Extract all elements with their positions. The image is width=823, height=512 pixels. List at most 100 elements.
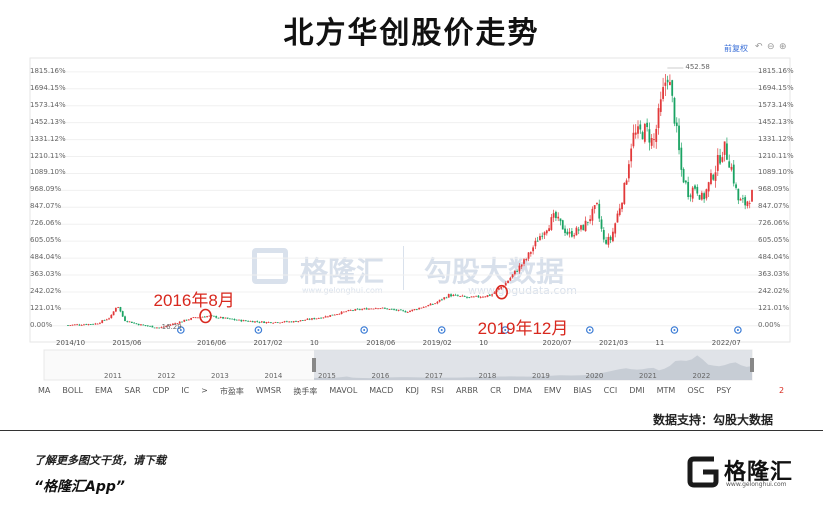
indicator-tab[interactable]: MA: [38, 386, 51, 395]
navigator-year-label: 2016: [371, 372, 390, 380]
candle-body: [472, 296, 475, 298]
candle-body: [593, 205, 596, 210]
candle-body: [365, 308, 368, 310]
candle-body: [251, 321, 254, 323]
y-tick-label-right: 1331.12%: [758, 134, 794, 143]
indicator-tab[interactable]: CDP: [152, 386, 170, 395]
candle-body: [379, 308, 382, 310]
candle-body: [687, 181, 690, 198]
candle-body: [174, 323, 177, 325]
candle-body: [292, 321, 295, 323]
candle-body: [144, 325, 147, 326]
candle-body: [240, 319, 243, 322]
candle-body: [536, 240, 539, 242]
candle-body: [254, 321, 256, 323]
candle-body: [726, 143, 728, 160]
indicator-page[interactable]: 2: [779, 386, 785, 395]
candle-body: [331, 314, 334, 316]
indicator-tab[interactable]: PSY: [716, 386, 732, 395]
candle-body: [142, 324, 145, 326]
candle-body: [441, 299, 443, 301]
candle-body: [85, 324, 88, 325]
candle-body: [689, 195, 692, 197]
stock-price-chart[interactable]: [0, 0, 823, 386]
candle-body: [233, 318, 236, 320]
indicator-tab[interactable]: 换手率: [293, 387, 318, 396]
candle-body: [140, 324, 142, 326]
candle-body: [158, 327, 161, 329]
candle-body: [463, 295, 466, 297]
event-marker-dot: [673, 329, 676, 331]
min-value-label: 16.29: [161, 323, 182, 331]
add-icon[interactable]: ⊕: [779, 42, 787, 52]
candle-body: [128, 321, 131, 323]
candle-body: [737, 188, 740, 201]
y-tick-label-left: 605.05%: [30, 236, 62, 245]
x-tick-label: 2017/02: [253, 339, 283, 347]
candle-body: [705, 189, 708, 199]
candle-body: [153, 327, 156, 329]
indicator-tab[interactable]: >: [201, 386, 208, 395]
candle-body: [659, 99, 662, 112]
indicator-tab[interactable]: BOLL: [62, 386, 83, 395]
candle-body: [732, 164, 735, 184]
event-marker-icon: [586, 326, 594, 334]
candle-body: [447, 294, 450, 298]
candle-body: [267, 322, 270, 323]
candle-body: [409, 310, 411, 313]
indicator-tab[interactable]: ARBR: [456, 386, 479, 395]
candle-body: [160, 327, 163, 328]
candle-body: [678, 125, 680, 151]
indicator-tab[interactable]: EMV: [543, 386, 562, 395]
candle-body: [274, 322, 277, 323]
indicator-tab[interactable]: WMSR: [255, 386, 282, 395]
candle-body: [194, 317, 197, 319]
candle-body: [466, 296, 468, 298]
indicator-tab[interactable]: SAR: [124, 386, 141, 395]
candle-body: [390, 308, 393, 310]
candle-body: [675, 122, 678, 127]
candle-body: [69, 325, 72, 326]
indicator-tab[interactable]: IC: [181, 386, 190, 395]
event-marker-dot: [363, 329, 366, 331]
indicator-tab[interactable]: 市盈率: [219, 387, 244, 396]
candle-body: [263, 321, 265, 324]
y-tick-label-right: 121.01%: [758, 303, 790, 312]
undo-icon[interactable]: ↶: [755, 42, 763, 52]
indicator-tab[interactable]: MTM: [656, 386, 676, 395]
candle-body: [133, 322, 136, 324]
indicator-tab[interactable]: BIAS: [573, 386, 592, 395]
indicator-tab[interactable]: CR: [490, 386, 502, 395]
y-tick-label-left: 242.02%: [30, 286, 62, 295]
indicator-tab[interactable]: OSC: [687, 386, 705, 395]
indicator-tab[interactable]: KDJ: [405, 386, 420, 395]
indicator-tab[interactable]: CCI: [603, 386, 618, 395]
adjust-price-toggle[interactable]: 前复权: [724, 44, 748, 53]
y-tick-label-left: 1815.16%: [30, 66, 66, 75]
brand-logo: 格隆汇 www.gelonghui.com: [686, 452, 796, 492]
annotation-label: 2016年8月: [153, 291, 235, 310]
candle-body: [393, 309, 395, 310]
candle-body: [484, 296, 487, 298]
indicator-tab[interactable]: MAVOL: [329, 386, 358, 395]
indicator-tab[interactable]: RSI: [431, 386, 445, 395]
candle-body: [605, 239, 607, 244]
indicator-tab[interactable]: EMA: [94, 386, 113, 395]
candle-body: [500, 286, 503, 289]
candle-body: [616, 213, 619, 223]
candle-body: [399, 309, 402, 311]
candle-body: [425, 306, 427, 308]
candle-body: [607, 236, 610, 245]
candle-body: [306, 318, 309, 320]
annotation-circle: [199, 308, 212, 324]
footer-app-name[interactable]: “格隆汇App”: [34, 479, 125, 495]
reset-icon[interactable]: ⊖: [767, 42, 775, 52]
candle-body: [105, 319, 108, 321]
candle-body: [662, 87, 664, 99]
indicator-tab[interactable]: DMA: [513, 386, 532, 395]
indicator-tab[interactable]: MACD: [369, 386, 394, 395]
candle-body: [637, 126, 639, 134]
indicator-tab[interactable]: DMI: [629, 386, 645, 395]
candle-body: [183, 319, 186, 322]
x-tick-label: 2022/07: [711, 339, 741, 347]
